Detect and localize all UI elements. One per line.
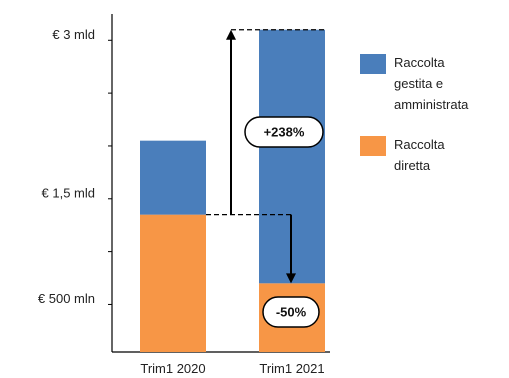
y-tick-label: € 1,5 mld (42, 186, 95, 201)
legend-swatch-diretta (360, 136, 386, 156)
y-tick-label: € 3 mld (52, 27, 95, 42)
decrease-arrow-head (286, 273, 296, 284)
legend: Raccolta gestita e amministrata Raccolta… (360, 54, 469, 173)
legend-label-diretta: Raccolta diretta (394, 137, 448, 173)
decrease-pill (262, 296, 320, 328)
bar-segment-diretta (140, 214, 206, 352)
increase-pill (244, 116, 324, 148)
y-tick-label: € 500 mln (38, 291, 95, 306)
annotations: +238% -50% (206, 29, 325, 328)
axes: € 500 mln € 1,5 mld € 3 mld Trim1 2020 Trim1… (38, 14, 330, 376)
legend-swatch-gestita (360, 54, 386, 74)
bar-segment-gestita (140, 140, 206, 215)
increase-label: +238% (264, 125, 305, 140)
legend-label-gestita: Raccolta gestita e amministrata (394, 55, 469, 112)
increase-arrow-head (226, 29, 236, 40)
x-tick-label: Trim1 2021 (259, 361, 324, 376)
x-tick-label: Trim1 2020 (140, 361, 205, 376)
decrease-label: -50% (276, 305, 307, 320)
